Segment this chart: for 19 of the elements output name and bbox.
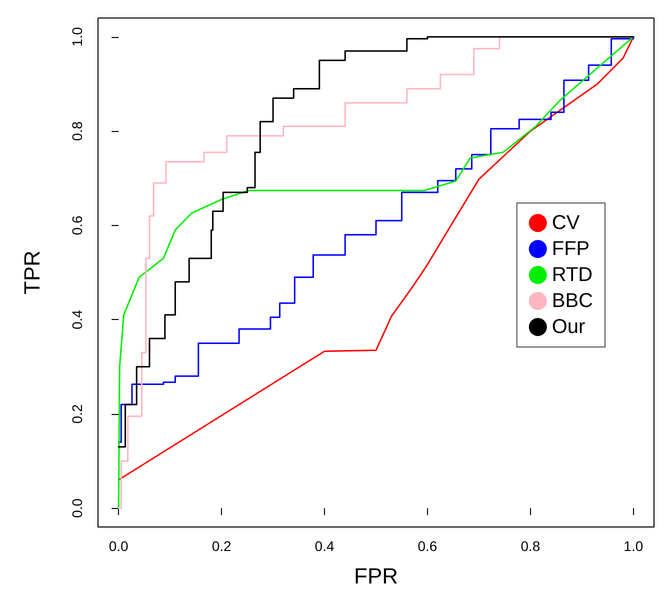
y-tick-label: 0.4 <box>69 310 85 330</box>
x-tick-label: 0.4 <box>314 538 334 554</box>
legend-label: Our <box>552 316 586 338</box>
x-tick-label: 0.0 <box>108 538 129 554</box>
x-tick-label: 0.6 <box>418 538 438 554</box>
x-tick-label: 0.2 <box>212 538 232 554</box>
y-tick-label: 0.8 <box>69 121 85 141</box>
y-axis-title: TPR <box>20 250 44 294</box>
legend-label: CV <box>552 212 580 234</box>
y-tick-label: 1.0 <box>69 26 85 47</box>
legend-label: RTD <box>552 264 593 286</box>
y-tick-label: 0.2 <box>69 404 85 424</box>
x-tick-label: 1.0 <box>624 538 644 554</box>
legend-label: FFP <box>552 238 590 260</box>
y-tick-label: 0.0 <box>69 498 85 518</box>
legend-label: BBC <box>552 290 593 312</box>
x-tick-label: 0.8 <box>520 538 540 554</box>
y-tick-label: 0.6 <box>69 215 85 236</box>
x-axis-title: FPR <box>354 564 398 588</box>
